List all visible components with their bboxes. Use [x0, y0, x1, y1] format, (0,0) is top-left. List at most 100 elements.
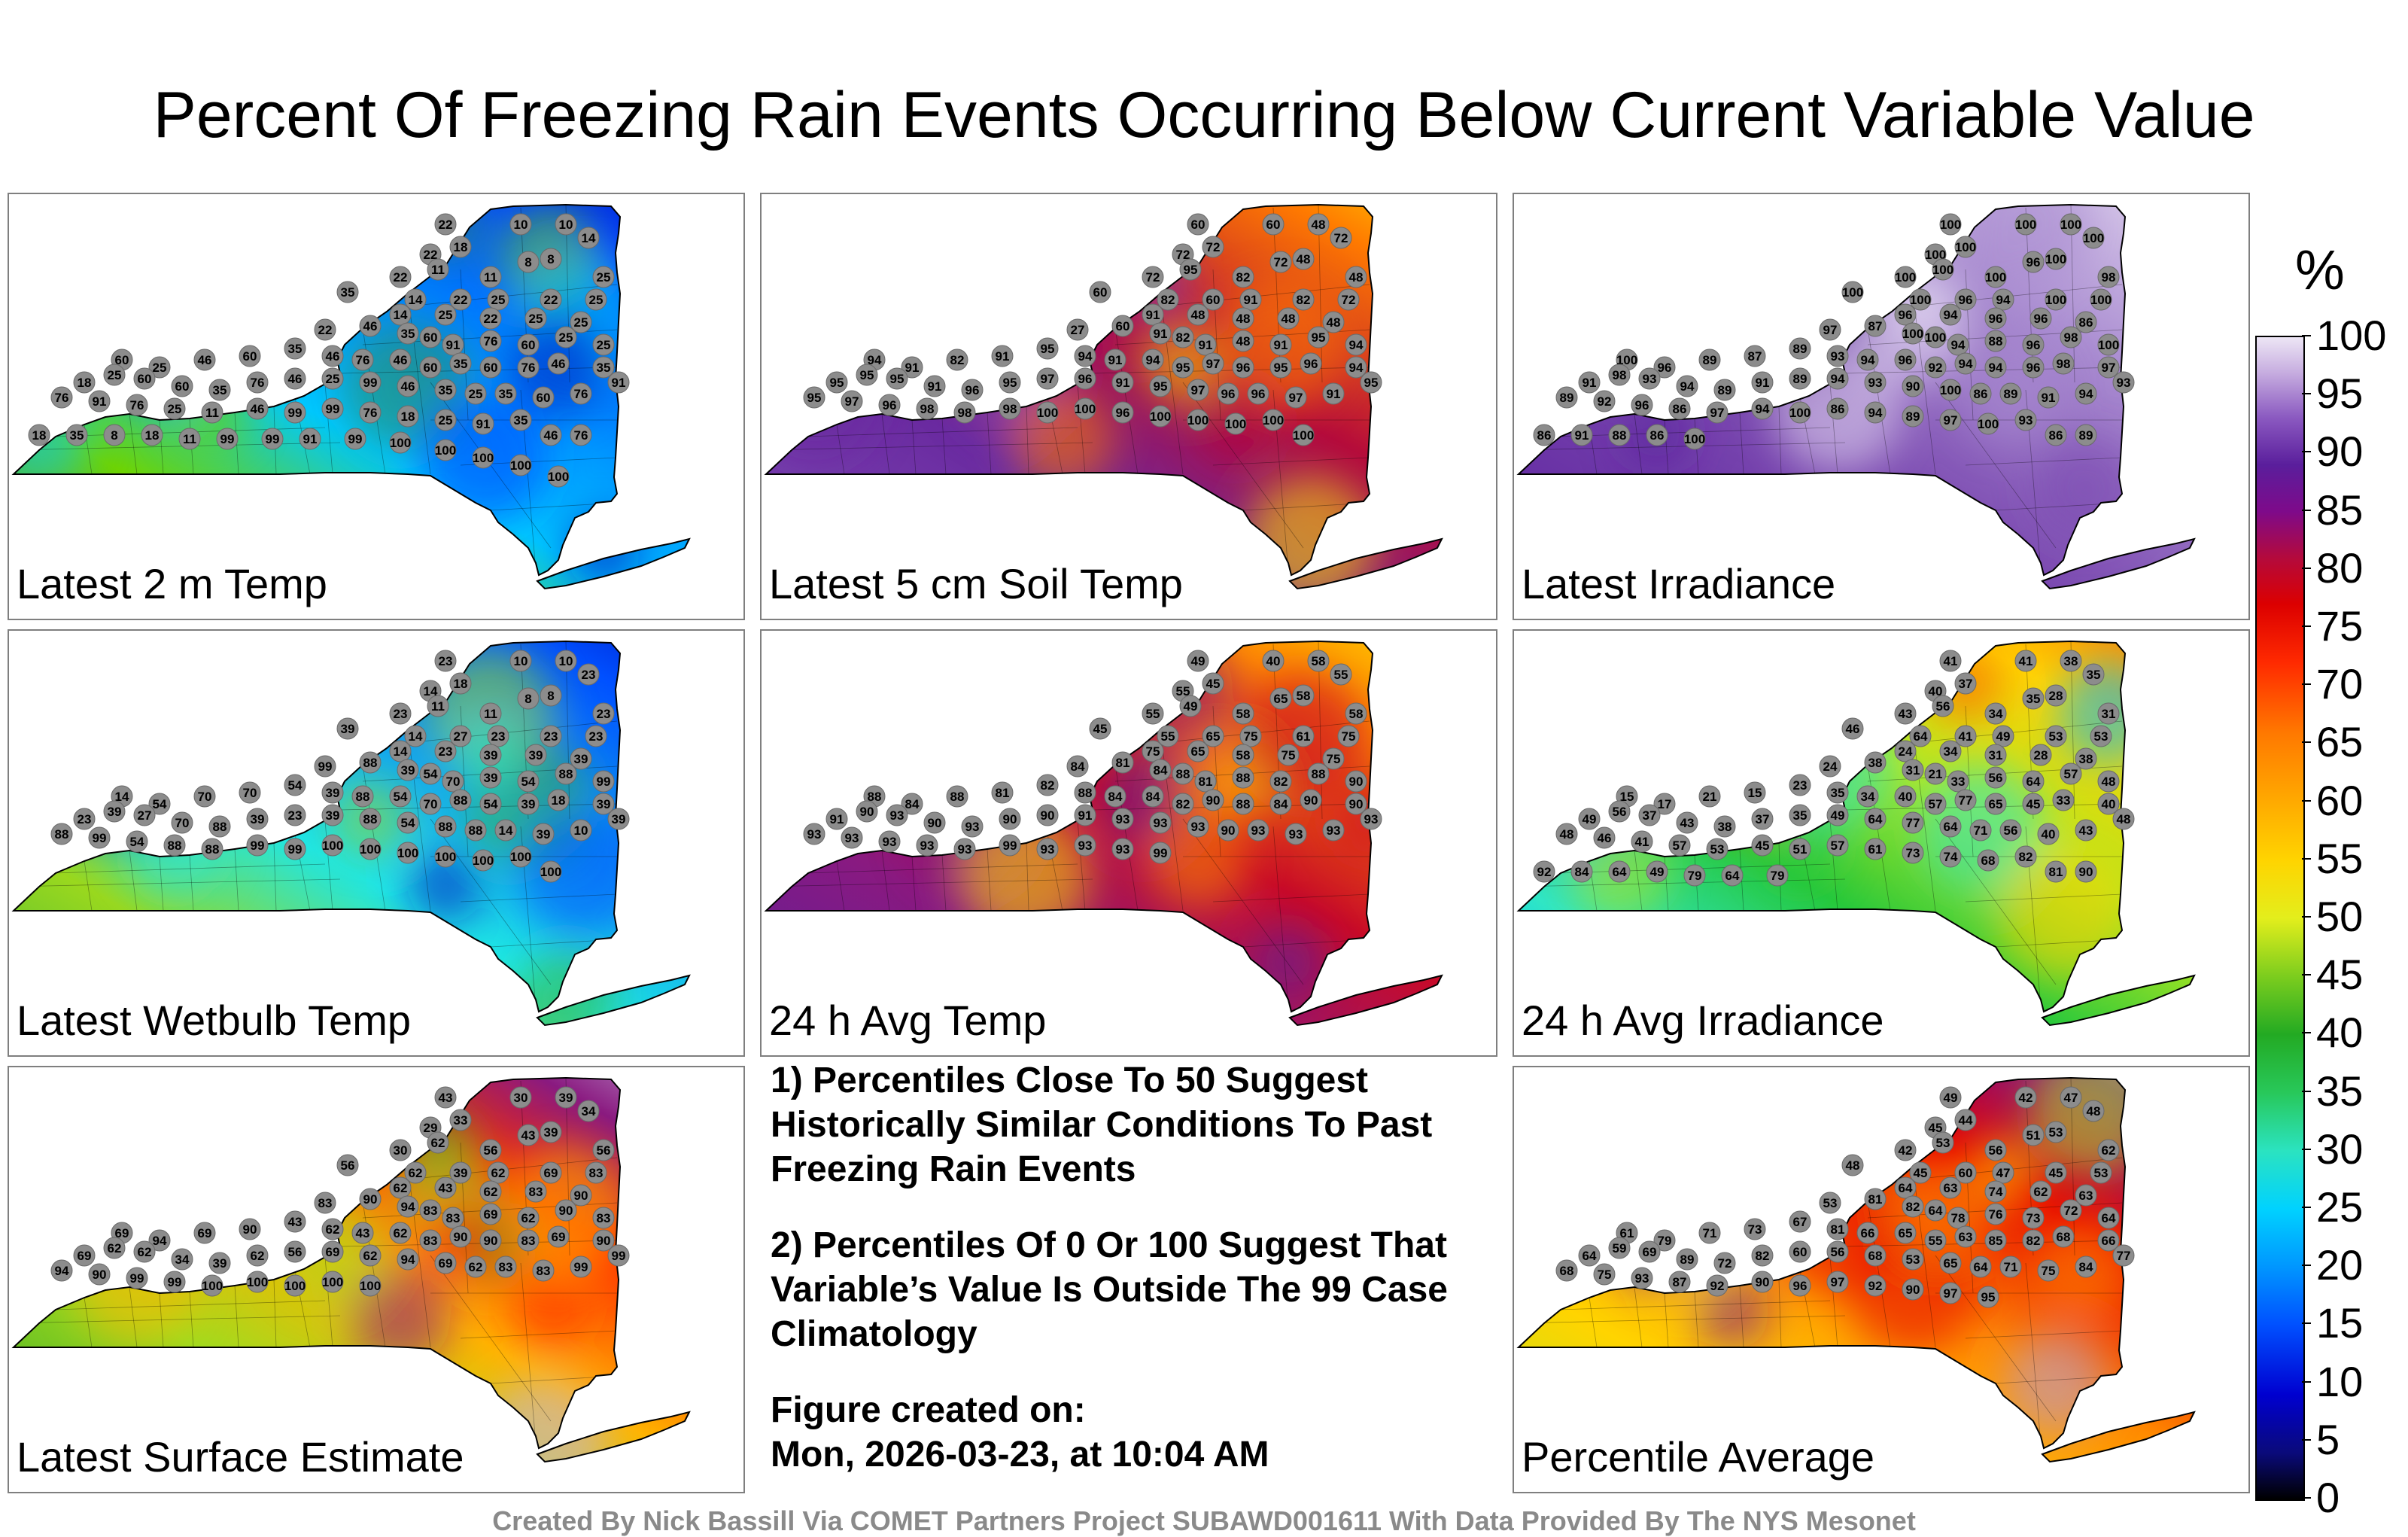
station-value: 93	[845, 831, 859, 845]
station-marker: 100	[2014, 213, 2037, 236]
station-value: 42	[2019, 1091, 2033, 1105]
station-value: 94	[153, 1234, 167, 1248]
station-value: 62	[251, 1249, 265, 1263]
station-value: 82	[1176, 797, 1190, 811]
station-marker: 82	[1751, 1244, 1774, 1267]
station-value: 82	[2026, 1234, 2041, 1248]
station-marker: 68	[1977, 849, 1999, 872]
station-marker: 96	[1631, 394, 1653, 416]
station-value: 90	[928, 816, 942, 830]
station-value: 35	[401, 327, 415, 341]
station-value: 11	[431, 263, 445, 277]
station-value: 63	[1944, 1181, 1958, 1195]
station-marker: 94	[2075, 382, 2097, 405]
station-value: 98	[958, 406, 972, 420]
station-value: 69	[115, 1226, 129, 1240]
station-value: 96	[2026, 361, 2041, 375]
station-marker: 67	[1789, 1210, 1811, 1233]
station-value: 81	[996, 786, 1010, 800]
station-marker: 87	[1668, 1271, 1691, 1293]
station-value: 22	[484, 312, 498, 326]
station-marker: 72	[2060, 1199, 2082, 1222]
station-marker: 61	[1292, 725, 1315, 747]
station-value: 48	[1191, 308, 1206, 322]
station-value: 96	[2026, 338, 2041, 352]
station-value: 88	[363, 756, 378, 770]
station-marker: 23	[585, 725, 607, 747]
station-value: 86	[1974, 387, 1988, 401]
station-marker: 64	[1721, 864, 1744, 887]
station-value: 100	[1187, 413, 1209, 428]
station-marker: 90	[1217, 819, 1239, 842]
station-value: 69	[552, 1230, 566, 1244]
station-value: 70	[243, 786, 257, 800]
station-marker: 10	[570, 819, 592, 842]
station-value: 60	[1093, 285, 1108, 300]
station-value: 82	[1176, 330, 1190, 345]
station-value: 91	[1146, 308, 1160, 322]
station-value: 100	[390, 436, 411, 450]
station-marker: 43	[351, 1222, 374, 1244]
station-value: 55	[1146, 707, 1160, 721]
station-marker: 83	[524, 1180, 547, 1203]
station-marker: 88	[1984, 330, 2007, 352]
station-marker: 97	[1819, 318, 1841, 341]
station-marker: 75	[2037, 1259, 2060, 1282]
station-marker: 25	[321, 367, 344, 390]
station-marker: 70	[419, 793, 442, 815]
station-marker: 65	[1984, 793, 2007, 815]
station-value: 69	[326, 1245, 340, 1259]
station-marker: 18	[73, 371, 96, 394]
station-marker: 39	[321, 804, 344, 826]
station-value: 31	[1989, 748, 2003, 762]
station-marker: 91	[472, 412, 494, 435]
colorbar-tick-label: 75	[2316, 602, 2364, 650]
station-value: 88	[1176, 767, 1190, 781]
station-marker: 94	[1345, 356, 1367, 379]
station-value: 96	[2026, 255, 2041, 269]
station-value: 48	[1846, 1158, 1860, 1173]
station-marker: 93	[1638, 367, 1661, 390]
colorbar-tick-mark	[2302, 799, 2311, 802]
panel-latest-surface-estimate: 43 33 30 39 34 29 30 56 62 56 43 39 56 62 39 62 69 83 62 43…	[8, 1066, 745, 1493]
station-marker: 60	[479, 356, 502, 379]
panel-label: Latest Irradiance	[1522, 560, 1836, 607]
station-marker: 43	[1894, 702, 1917, 725]
station-value: 53	[1906, 1252, 1920, 1267]
station-marker: 91	[991, 345, 1014, 367]
station-value: 79	[1688, 869, 1702, 883]
station-value: 62	[108, 1241, 122, 1255]
station-value: 60	[1206, 293, 1221, 307]
station-marker: 35	[1826, 781, 1849, 804]
station-value: 98	[920, 402, 935, 416]
station-value: 93	[1868, 376, 1883, 390]
station-value: 35	[597, 361, 611, 375]
station-marker: 94	[1074, 345, 1096, 367]
station-value: 98	[2102, 270, 2116, 285]
station-value: 55	[1929, 1234, 1943, 1248]
station-marker: 43	[284, 1210, 306, 1233]
station-value: 62	[521, 1211, 536, 1225]
station-value: 94	[868, 353, 882, 367]
station-value: 76	[521, 361, 536, 375]
station-value: 43	[356, 1226, 370, 1240]
station-marker: 8	[540, 684, 562, 707]
station-marker: 43	[1676, 811, 1698, 834]
station-value: 39	[484, 771, 498, 785]
station-marker: 23	[73, 808, 96, 830]
station-marker: 45	[2045, 1161, 2067, 1184]
colorbar-tick-label: 35	[2316, 1067, 2364, 1115]
station-marker: 62	[404, 1161, 427, 1184]
station-value: 76	[574, 428, 588, 443]
station-value: 93	[1116, 842, 1130, 857]
station-value: 100	[1150, 409, 1171, 424]
station-marker: 39	[532, 823, 555, 845]
station-value: 64	[1899, 1181, 1913, 1195]
colorbar-tick-label: 70	[2316, 660, 2364, 708]
station-marker: 100	[321, 834, 344, 857]
station-value: 79	[1771, 869, 1785, 883]
station-value: 93	[883, 835, 897, 849]
station-value: 96	[1658, 361, 1672, 375]
station-marker: 63	[2075, 1184, 2097, 1207]
station-value: 43	[439, 1181, 453, 1195]
